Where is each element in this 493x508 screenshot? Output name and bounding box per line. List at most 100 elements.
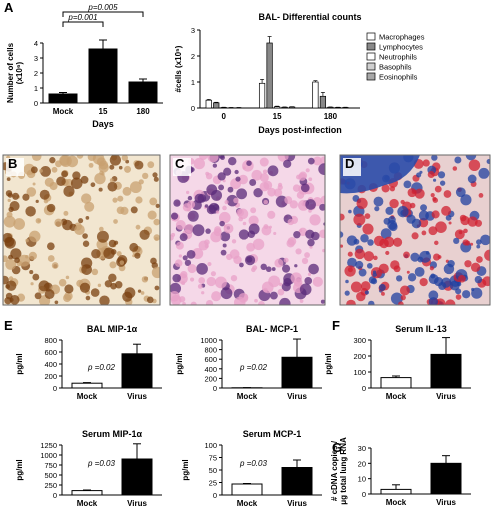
- cell: [367, 239, 374, 246]
- cell: [7, 192, 13, 198]
- legend: MacrophagesLymphocytesNeutrophilsBasophi…: [366, 33, 425, 82]
- cell: [66, 155, 79, 168]
- cell: [226, 253, 233, 261]
- x-tick-label: Virus: [436, 392, 456, 401]
- cell: [428, 290, 439, 301]
- x-tick-label: Mock: [53, 107, 74, 116]
- x-tick-label: Mock: [386, 498, 407, 507]
- cell: [370, 278, 378, 285]
- cell: [119, 260, 125, 265]
- y-tick-label: 600: [44, 348, 57, 357]
- y-tick-label: 1: [34, 84, 38, 93]
- bar-Mock: [380, 488, 412, 495]
- cell: [4, 236, 15, 247]
- cell: [294, 264, 298, 268]
- cell: [287, 218, 294, 226]
- y-tick-label: 1000: [40, 451, 57, 460]
- cell: [201, 291, 205, 295]
- y-axis-label: pg/ml: [175, 353, 184, 374]
- cell: [292, 184, 301, 192]
- cell: [253, 187, 263, 198]
- p-value-annotation: p=0.001: [67, 13, 97, 22]
- label-backdrop: [173, 158, 191, 176]
- cell: [246, 256, 253, 263]
- cell: [172, 273, 182, 283]
- cell: [453, 237, 460, 245]
- panel-label-A: A: [4, 0, 14, 15]
- chart-serum_il13: Serum IL-13 0 100 200 300 pg/ml Mock Virus: [324, 324, 471, 401]
- panel-label-E: E: [4, 318, 13, 333]
- cell: [8, 206, 14, 213]
- histology-image-D: [339, 154, 491, 306]
- cell: [135, 196, 143, 204]
- cell: [187, 195, 193, 201]
- cell: [441, 205, 452, 216]
- cell: [363, 251, 374, 262]
- y-tick-label: 30: [358, 444, 366, 453]
- cell: [251, 169, 263, 181]
- cell: [242, 166, 246, 170]
- chart-title: Serum MIP-1α: [82, 429, 143, 439]
- cell: [219, 220, 225, 227]
- legend-label: Eosinophils: [379, 73, 418, 82]
- cell: [406, 214, 416, 224]
- cell: [478, 193, 484, 198]
- cell: [222, 205, 227, 211]
- label-backdrop: [6, 158, 24, 176]
- y-axis-label: pg/ml: [15, 353, 24, 374]
- cell: [213, 228, 222, 237]
- y-tick-label: 0: [213, 491, 217, 500]
- y-axis-label: pg/ml: [15, 459, 24, 480]
- bar-Neutrophils-180: [327, 106, 334, 109]
- label-backdrop: [343, 158, 361, 176]
- chart-title: BAL- Differential counts: [258, 12, 361, 22]
- cell: [207, 155, 219, 163]
- cell: [138, 179, 144, 185]
- cell: [360, 233, 369, 243]
- cell: [134, 252, 141, 259]
- cell: [372, 272, 377, 277]
- cell: [155, 203, 160, 208]
- image-border: [169, 154, 326, 306]
- cell: [49, 181, 58, 191]
- cell: [96, 230, 109, 243]
- cell: [267, 165, 279, 177]
- bar-Mock: [231, 483, 263, 496]
- cell: [129, 181, 142, 194]
- y-tick-label: 1000: [200, 336, 217, 345]
- cell: [51, 262, 59, 269]
- cell: [299, 283, 312, 296]
- y-tick-label: 75: [209, 454, 217, 463]
- y-axis-label: (x10⁶): [15, 61, 24, 84]
- legend-swatch: [366, 72, 376, 81]
- cell: [3, 255, 8, 263]
- x-tick-label: Mock: [77, 499, 98, 508]
- x-tick-label: Mock: [237, 392, 258, 401]
- y-tick-label: 800: [204, 346, 217, 355]
- cell: [476, 244, 481, 249]
- cell: [215, 210, 220, 214]
- cell: [389, 186, 396, 192]
- cell: [455, 294, 462, 300]
- bar-Lymphocytes-15: [266, 42, 273, 109]
- y-axis-label: pg/ml: [324, 353, 333, 374]
- cell: [411, 232, 419, 240]
- cell: [348, 209, 352, 214]
- cell: [457, 281, 462, 287]
- cell: [153, 218, 160, 226]
- chart-title: BAL- MCP-1: [246, 324, 298, 334]
- cell: [347, 257, 357, 268]
- x-tick-label: 15: [273, 112, 282, 121]
- y-tick-label: 750: [44, 461, 57, 470]
- cell: [217, 172, 226, 181]
- x-axis-label: Days: [92, 119, 114, 129]
- bar-Virus: [430, 462, 462, 495]
- cell: [259, 173, 269, 183]
- cell: [269, 291, 278, 300]
- cell: [212, 163, 218, 168]
- cell: [299, 229, 303, 233]
- cell: [182, 301, 186, 305]
- cell: [113, 219, 118, 224]
- cell: [192, 224, 205, 237]
- y-tick-label: 100: [204, 441, 217, 450]
